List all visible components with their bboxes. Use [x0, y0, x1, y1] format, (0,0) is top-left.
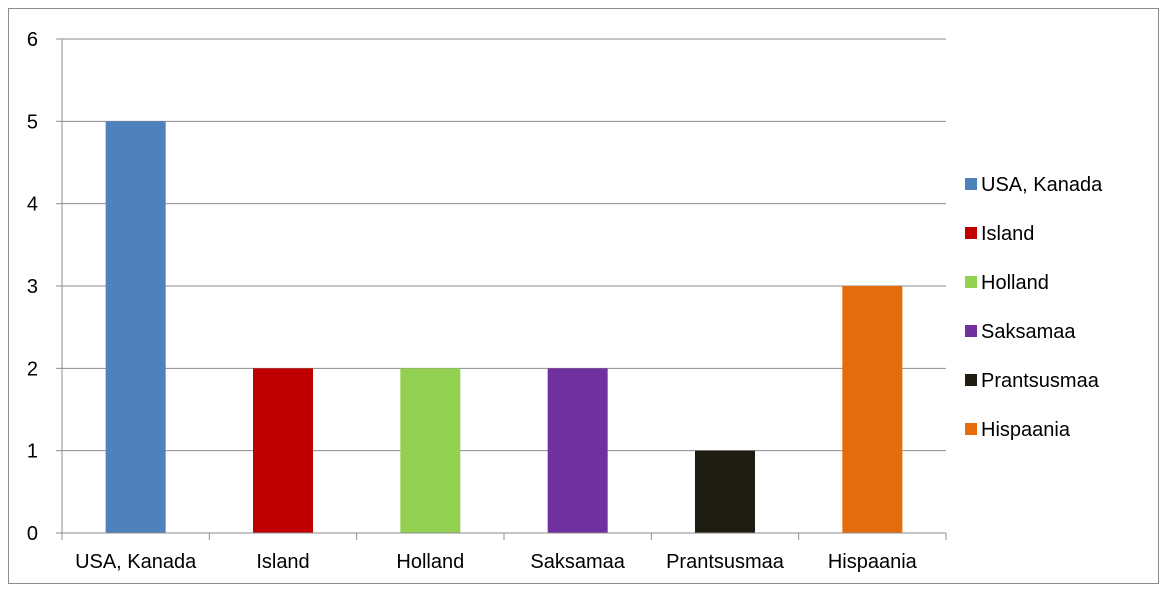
legend-swatch — [965, 423, 977, 435]
bar-hispaania — [842, 286, 903, 533]
bar-holland — [400, 368, 461, 533]
x-tick-label: Holland — [396, 551, 464, 573]
y-tick-label: 4 — [27, 194, 38, 216]
legend-label: Island — [981, 223, 1034, 245]
bar-prantsusmaa — [695, 450, 755, 533]
legend-label: Prantsusmaa — [981, 370, 1100, 392]
y-tick-label: 6 — [27, 29, 38, 51]
legend-label: USA, Kanada — [981, 174, 1103, 196]
x-tick-label: Prantsusmaa — [666, 551, 785, 573]
legend-swatch — [965, 374, 977, 386]
y-tick-label: 3 — [27, 276, 38, 298]
bar-usa-kanada — [105, 121, 166, 533]
y-tick-label: 2 — [27, 358, 38, 380]
gridlines — [62, 38, 946, 452]
legend-label: Holland — [981, 272, 1049, 294]
x-tick-label: USA, Kanada — [75, 551, 197, 573]
legend-label: Saksamaa — [981, 321, 1076, 343]
y-tick-label: 1 — [27, 441, 38, 463]
legend: USA, Kanada Island Holland Saksamaa Prantsus… — [965, 174, 1103, 441]
legend-swatch — [965, 276, 977, 288]
y-tick-label: 5 — [27, 111, 38, 133]
y-tick-label: 0 — [27, 523, 38, 545]
legend-swatch — [965, 325, 977, 337]
x-axis-labels: USA, Kanada Island Holland Saksamaa Prantsus… — [75, 551, 918, 573]
legend-swatch — [965, 178, 977, 190]
y-axis-ticks: 0 1 2 3 4 5 6 — [27, 29, 62, 545]
x-tick-label: Saksamaa — [530, 551, 625, 573]
x-tick-label: Hispaania — [828, 551, 918, 573]
legend-label: Hispaania — [981, 419, 1071, 441]
bar-saksamaa — [547, 368, 608, 533]
bars — [105, 121, 903, 533]
x-tick-label: Island — [256, 551, 309, 573]
bar-island — [253, 368, 313, 533]
axes — [61, 39, 947, 540]
legend-swatch — [965, 227, 977, 239]
